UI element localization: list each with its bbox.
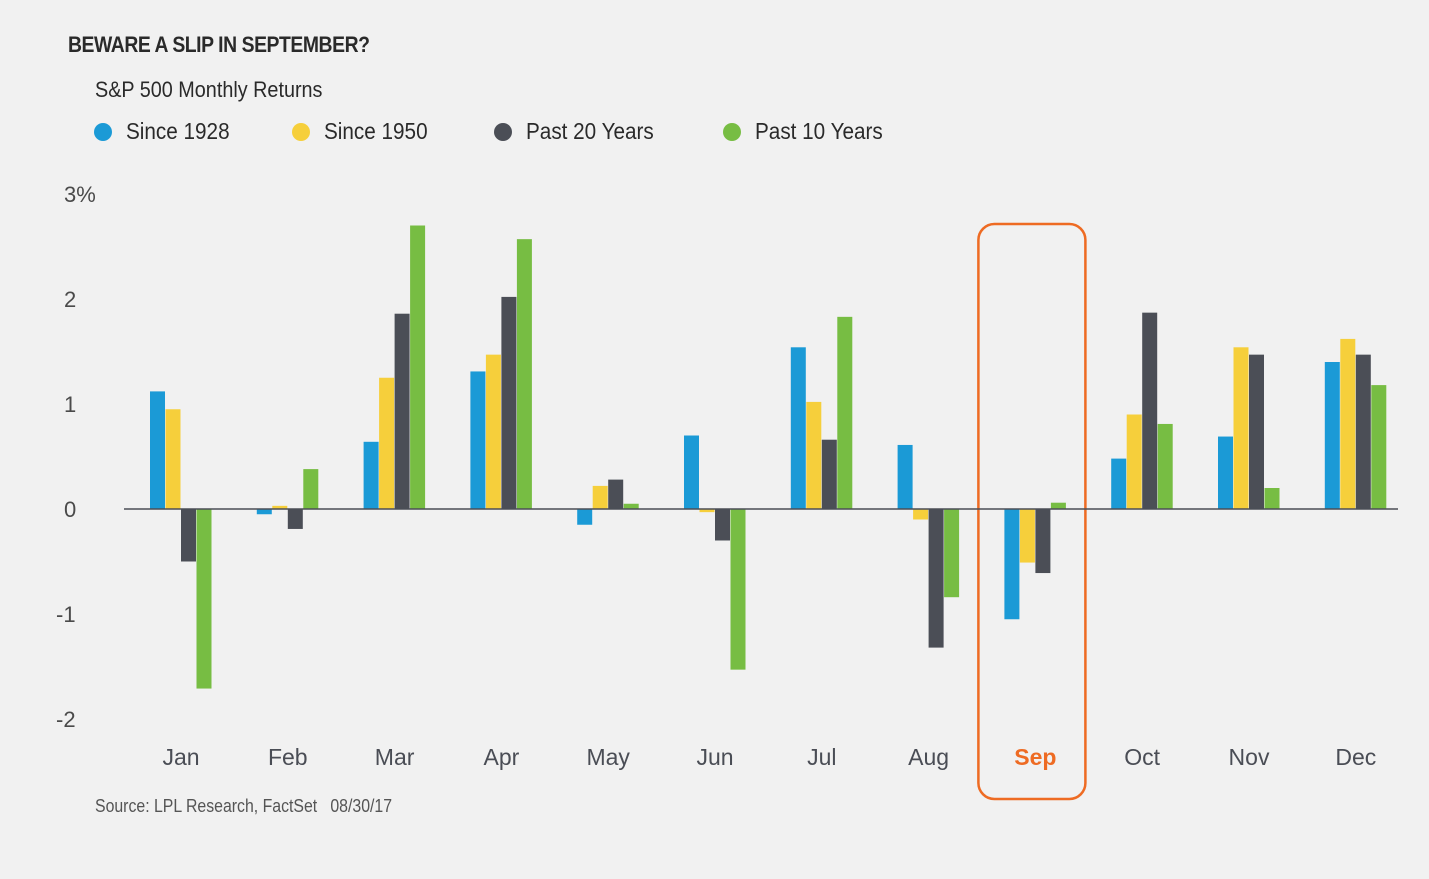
x-tick-label: Jul: [807, 744, 836, 770]
bar-since-1928-apr: [470, 371, 486, 509]
bar-past-10-years-mar: [410, 225, 426, 509]
source-note: Source: LPL Research, FactSet 08/30/17: [95, 796, 393, 816]
bar-since-1928-jul: [790, 347, 806, 509]
legend-label: Past 20 Years: [526, 118, 654, 144]
bar-past-20-years-nov: [1249, 354, 1264, 509]
x-tick-label: Jan: [162, 744, 199, 770]
y-tick-label: 2: [64, 287, 76, 312]
x-tick-label: May: [586, 744, 630, 770]
bar-past-10-years-jul: [837, 316, 853, 509]
bar-since-1950-dec: [1340, 338, 1356, 509]
bar-since-1950-feb: [272, 505, 288, 509]
bar-since-1950-jan: [165, 409, 181, 509]
bar-since-1950-may: [592, 485, 608, 509]
y-tick-label: 3%: [64, 182, 96, 207]
bar-since-1950-jun: [699, 509, 715, 513]
bar-past-10-years-dec: [1371, 385, 1387, 509]
bar-since-1950-nov: [1233, 347, 1249, 509]
bar-past-20-years-jun: [715, 509, 730, 541]
y-tick-label: 1: [64, 392, 76, 417]
legend-swatch: [494, 122, 512, 141]
bar-past-10-years-sep: [1050, 502, 1066, 509]
x-tick-label: Oct: [1124, 744, 1160, 770]
bar-past-10-years-nov: [1264, 488, 1280, 509]
bar-since-1928-nov: [1218, 436, 1233, 509]
legend-label: Since 1950: [324, 118, 428, 144]
legend-item-since-1928: Since 1928: [94, 118, 241, 145]
x-tick-label: Dec: [1335, 744, 1376, 770]
x-tick-label: Mar: [375, 744, 415, 770]
bar-since-1928-dec: [1324, 362, 1340, 509]
x-tick-label: Sep: [1014, 744, 1056, 770]
legend-label: Past 10 Years: [755, 118, 883, 144]
bar-since-1928-oct: [1111, 458, 1127, 509]
legend-swatch: [292, 122, 310, 141]
x-tick-label: Jun: [696, 744, 733, 770]
bar-past-20-years-sep: [1035, 509, 1051, 574]
bar-past-10-years-aug: [944, 509, 960, 598]
bar-since-1928-mar: [363, 441, 379, 509]
bar-since-1950-aug: [913, 509, 929, 520]
highlight-box: [977, 222, 1087, 801]
bar-past-20-years-feb: [287, 509, 303, 529]
y-tick-label: -1: [56, 602, 76, 627]
x-tick-label: Nov: [1229, 744, 1270, 770]
bar-past-20-years-aug: [928, 509, 944, 648]
bar-since-1928-may: [577, 509, 593, 525]
bar-past-20-years-oct: [1142, 312, 1158, 509]
chart-subtitle: S&P 500 Monthly Returns: [95, 77, 323, 102]
x-tick-label: Feb: [268, 744, 308, 770]
bar-since-1950-jul: [806, 401, 822, 509]
bar-past-20-years-jan: [181, 509, 196, 562]
bar-past-10-years-jan: [196, 509, 212, 689]
x-tick-label: Aug: [908, 744, 949, 770]
bar-past-10-years-oct: [1157, 423, 1173, 509]
y-tick-label: -2: [56, 707, 76, 732]
legend-swatch: [94, 122, 112, 141]
bar-past-20-years-mar: [394, 313, 410, 509]
bar-past-10-years-apr: [516, 239, 532, 509]
legend-item-past-10-years: Past 10 Years: [723, 118, 897, 145]
legend-swatch: [723, 122, 741, 141]
bar-past-20-years-apr: [501, 296, 517, 509]
chart-title: BEWARE A SLIP IN SEPTEMBER?: [68, 32, 370, 57]
bar-past-10-years-may: [623, 503, 639, 509]
bar-since-1928-sep: [1004, 509, 1020, 620]
bar-since-1950-mar: [379, 377, 395, 509]
bar-since-1950-oct: [1126, 414, 1142, 509]
bar-past-20-years-may: [608, 479, 624, 509]
bar-since-1950-apr: [485, 354, 501, 509]
bar-past-10-years-feb: [303, 469, 319, 509]
x-tick-label: Apr: [484, 744, 520, 770]
legend-item-since-1950: Since 1950: [292, 118, 439, 145]
bar-since-1928-aug: [897, 444, 913, 509]
legend-label: Since 1928: [126, 118, 230, 144]
bar-past-20-years-dec: [1355, 354, 1371, 509]
bar-since-1928-jun: [684, 435, 699, 509]
y-tick-label: 0: [64, 497, 76, 522]
bar-past-10-years-jun: [730, 509, 746, 670]
bar-since-1928-jan: [150, 391, 165, 509]
bar-past-20-years-jul: [821, 439, 837, 509]
bar-since-1928-feb: [256, 509, 272, 515]
legend-item-past-20-years: Past 20 Years: [494, 118, 668, 145]
bar-since-1950-sep: [1019, 509, 1035, 563]
